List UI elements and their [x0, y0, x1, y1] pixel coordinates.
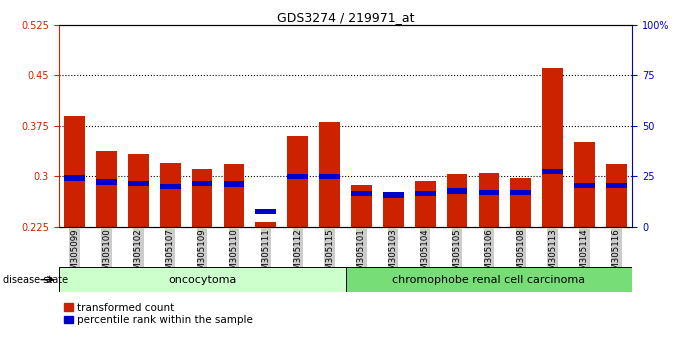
Bar — [574, 183, 595, 188]
Bar — [192, 181, 212, 186]
Text: GSM305108: GSM305108 — [516, 229, 525, 281]
Text: GSM305116: GSM305116 — [612, 229, 621, 281]
Bar — [224, 182, 245, 187]
Bar — [319, 174, 340, 179]
Bar — [96, 150, 117, 227]
Text: GSM305112: GSM305112 — [293, 229, 302, 281]
Bar — [96, 179, 117, 185]
Text: GSM305106: GSM305106 — [484, 229, 493, 281]
Text: GSM305104: GSM305104 — [421, 229, 430, 281]
Text: chromophobe renal cell carcinoma: chromophobe renal cell carcinoma — [392, 275, 585, 285]
Bar — [383, 192, 404, 198]
Text: GSM305114: GSM305114 — [580, 229, 589, 281]
Text: GSM305103: GSM305103 — [389, 229, 398, 281]
Bar — [160, 163, 180, 227]
Bar — [351, 185, 372, 227]
Bar — [606, 164, 627, 227]
Bar — [542, 69, 563, 227]
Legend: transformed count, percentile rank within the sample: transformed count, percentile rank withi… — [64, 303, 254, 325]
Bar — [446, 188, 467, 194]
Bar — [59, 267, 346, 292]
Bar — [346, 267, 632, 292]
Bar — [64, 116, 85, 227]
Text: GSM305099: GSM305099 — [70, 229, 79, 281]
Bar — [256, 222, 276, 227]
Bar — [479, 190, 499, 195]
Bar — [160, 183, 180, 189]
Text: GSM305101: GSM305101 — [357, 229, 366, 281]
Bar — [542, 169, 563, 174]
Text: GSM305105: GSM305105 — [453, 229, 462, 281]
Text: GSM305113: GSM305113 — [548, 229, 557, 281]
Bar — [383, 194, 404, 227]
Bar — [128, 181, 149, 186]
Bar — [192, 170, 212, 227]
Text: GSM305111: GSM305111 — [261, 229, 270, 281]
Bar — [446, 174, 467, 227]
Text: GSM305100: GSM305100 — [102, 229, 111, 281]
Text: GSM305115: GSM305115 — [325, 229, 334, 281]
Bar — [128, 154, 149, 227]
Bar — [287, 174, 308, 179]
Text: GSM305107: GSM305107 — [166, 229, 175, 281]
Bar — [224, 164, 245, 227]
Title: GDS3274 / 219971_at: GDS3274 / 219971_at — [277, 11, 414, 24]
Bar — [511, 190, 531, 195]
Text: oncocytoma: oncocytoma — [168, 275, 236, 285]
Text: GSM305109: GSM305109 — [198, 229, 207, 281]
Bar — [319, 122, 340, 227]
Bar — [606, 183, 627, 188]
Bar — [287, 136, 308, 227]
Bar — [351, 191, 372, 196]
Bar — [256, 209, 276, 215]
Bar — [415, 191, 435, 196]
Text: disease state: disease state — [3, 275, 68, 285]
Text: GSM305110: GSM305110 — [229, 229, 238, 281]
Bar — [479, 173, 499, 227]
Text: GSM305102: GSM305102 — [134, 229, 143, 281]
Bar — [415, 181, 435, 227]
Bar — [574, 143, 595, 227]
Bar — [64, 176, 85, 181]
Bar — [511, 178, 531, 227]
